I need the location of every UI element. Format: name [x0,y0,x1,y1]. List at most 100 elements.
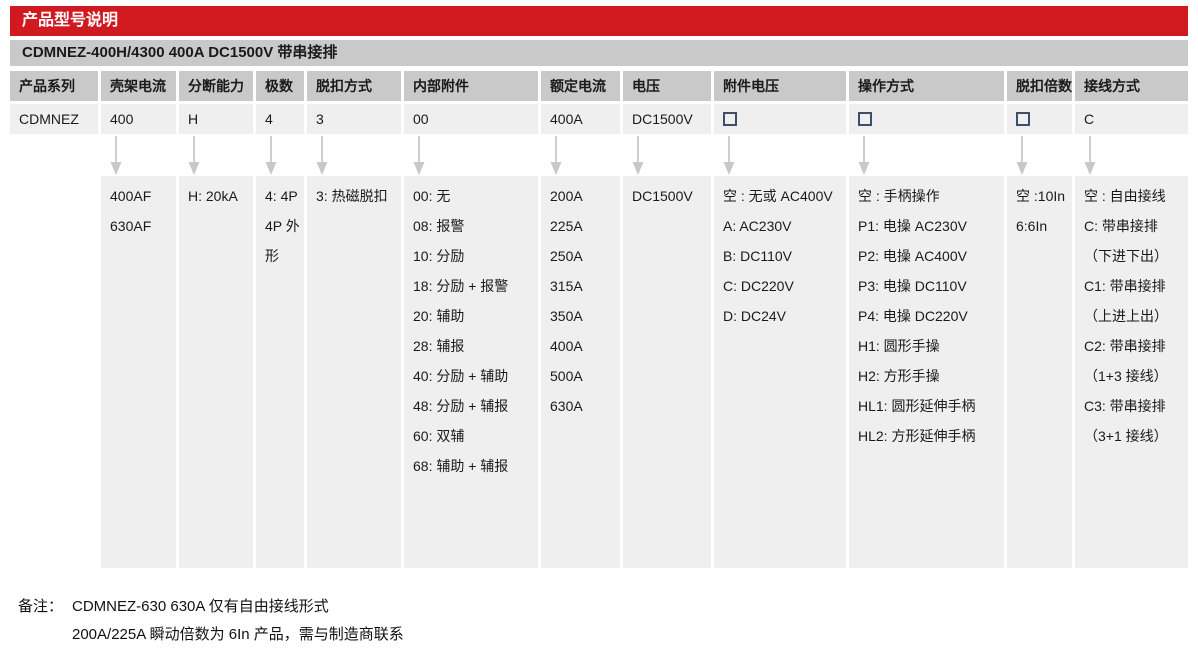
notes: 备注： CDMNEZ-630 630A 仅有自由接线形式 200A/225A 瞬… [18,593,1188,649]
option-item: C: DC220V [723,278,794,294]
empty-checkbox-icon [1016,112,1030,126]
down-arrow-icon [316,136,328,175]
down-arrow-icon [550,136,562,175]
options-cell: 4: 4P 4P 外形 [256,176,304,568]
option-item: （3+1 接线） [1084,428,1168,444]
column-header: 内部附件 [404,71,538,101]
down-arrow-icon [858,136,870,175]
empty-checkbox-icon [858,112,872,126]
down-arrow-icon [188,136,200,175]
option-item: 空 : 无或 AC400V [723,188,833,204]
options-cell: H: 20kA [179,176,253,568]
column-1: 产品系列 CDMNEZ [10,71,98,176]
option-item: D: DC24V [723,308,787,324]
option-item: 3: 热磁脱扣 [316,188,388,204]
option-item: HL2: 方形延伸手柄 [858,428,976,444]
down-arrow-icon [1084,136,1096,175]
column-3: 分断能力 H H: 20kA [179,71,253,568]
column-header: 极数 [256,71,304,101]
option-item: A: AC230V [723,218,792,234]
down-arrow-icon [723,136,735,175]
options-cell: DC1500V [623,176,711,568]
arrow-zone [623,134,711,176]
model-code-cell: H [179,104,253,134]
options-cell: 3: 热磁脱扣 [307,176,401,568]
option-item: 500A [550,368,583,384]
down-arrow-icon [1016,136,1028,175]
arrow-zone [404,134,538,176]
option-item: 10: 分励 [413,248,465,264]
arrow-zone [541,134,620,176]
option-item: 630A [550,398,583,414]
option-item: B: DC110V [723,248,792,264]
options-cell: 00: 无 08: 报警 10: 分励 18: 分励 + 报警 20: 辅助 28: 辅报… [404,176,538,568]
model-code-cell [1007,104,1072,134]
arrow-zone [10,134,98,176]
column-9: 附件电压空 : 无或 AC400V A: AC230V B: DC110V C: DC… [714,71,846,568]
options-cell: 200A 225A 250A 315A 350A 400A 500A 630A [541,176,620,568]
option-item: 28: 辅报 [413,338,465,354]
option-item: 400A [550,338,583,354]
down-arrow-icon [632,136,644,175]
column-11: 脱扣倍数空 :10In 6:6In [1007,71,1072,568]
arrow-zone [714,134,846,176]
column-header: 分断能力 [179,71,253,101]
empty-checkbox-icon [723,112,737,126]
option-item: 08: 报警 [413,218,465,234]
model-code-cell: C [1075,104,1188,134]
option-item: HL1: 圆形延伸手柄 [858,398,976,414]
option-item: 空 : 自由接线 [1084,188,1166,204]
model-table: 产品系列 CDMNEZ 壳架电流 400 400AF 630AF 分断能力 H H: 20kA 极… [10,71,1188,568]
model-code-cell: 4 [256,104,304,134]
options-cell: 空 : 自由接线 C: 带串接排 （下进下出） C1: 带串接排 （上进上出） C2: 带… [1075,176,1188,568]
options-cell: 空 :10In 6:6In [1007,176,1072,568]
product-model-subtitle: CDMNEZ-400H/4300 400A DC1500V 带串接排 [10,40,1188,66]
column-8: 电压 DC1500V DC1500V [623,71,711,568]
down-arrow-icon [265,136,277,175]
model-code-cell: DC1500V [623,104,711,134]
option-item: P4: 电操 DC220V [858,308,968,324]
option-item: 630AF [110,218,152,234]
option-item: 48: 分励 + 辅报 [413,398,509,414]
option-item: DC1500V [632,188,693,204]
arrow-zone [1007,134,1072,176]
arrow-zone [256,134,304,176]
column-header: 接线方式 [1075,71,1188,101]
option-item: H: 20kA [188,188,238,204]
option-item: 250A [550,248,583,264]
column-header: 产品系列 [10,71,98,101]
option-item: 400AF [110,188,152,204]
option-item: 4P 外形 [265,218,300,264]
column-10: 操作方式空 : 手柄操作 P1: 电操 AC230V P2: 电操 AC400V P3… [849,71,1004,568]
page-title: 产品型号说明 [10,6,1188,36]
column-4: 极数 4 4: 4P 4P 外形 [256,71,304,568]
column-header: 附件电压 [714,71,846,101]
column-6: 内部附件 00 00: 无 08: 报警 10: 分励 18: 分励 + 报警 20: 辅助… [404,71,538,568]
option-item: （下进下出） [1084,248,1168,264]
option-item: 18: 分励 + 报警 [413,278,509,294]
option-item: 00: 无 [413,188,451,204]
option-item: 68: 辅助 + 辅报 [413,458,509,474]
option-item: 20: 辅助 [413,308,465,324]
column-2: 壳架电流 400 400AF 630AF [101,71,176,568]
model-code-cell [849,104,1004,134]
option-item: H1: 圆形手操 [858,338,940,354]
column-header: 脱扣方式 [307,71,401,101]
option-item: （上进上出） [1084,308,1168,324]
column-header: 额定电流 [541,71,620,101]
option-item: 空 : 手柄操作 [858,188,940,204]
arrow-zone [101,134,176,176]
option-item: C1: 带串接排 [1084,278,1166,294]
model-code-cell: 00 [404,104,538,134]
option-item: C2: 带串接排 [1084,338,1166,354]
option-item: 225A [550,218,583,234]
model-code-cell: 400 [101,104,176,134]
arrow-zone [849,134,1004,176]
option-item: P2: 电操 AC400V [858,248,967,264]
arrow-zone [1075,134,1188,176]
option-item: P3: 电操 DC110V [858,278,967,294]
options-cell: 空 : 手柄操作 P1: 电操 AC230V P2: 电操 AC400V P3: 电操… [849,176,1004,568]
column-header: 电压 [623,71,711,101]
column-header: 操作方式 [849,71,1004,101]
option-item: C: 带串接排 [1084,218,1158,234]
